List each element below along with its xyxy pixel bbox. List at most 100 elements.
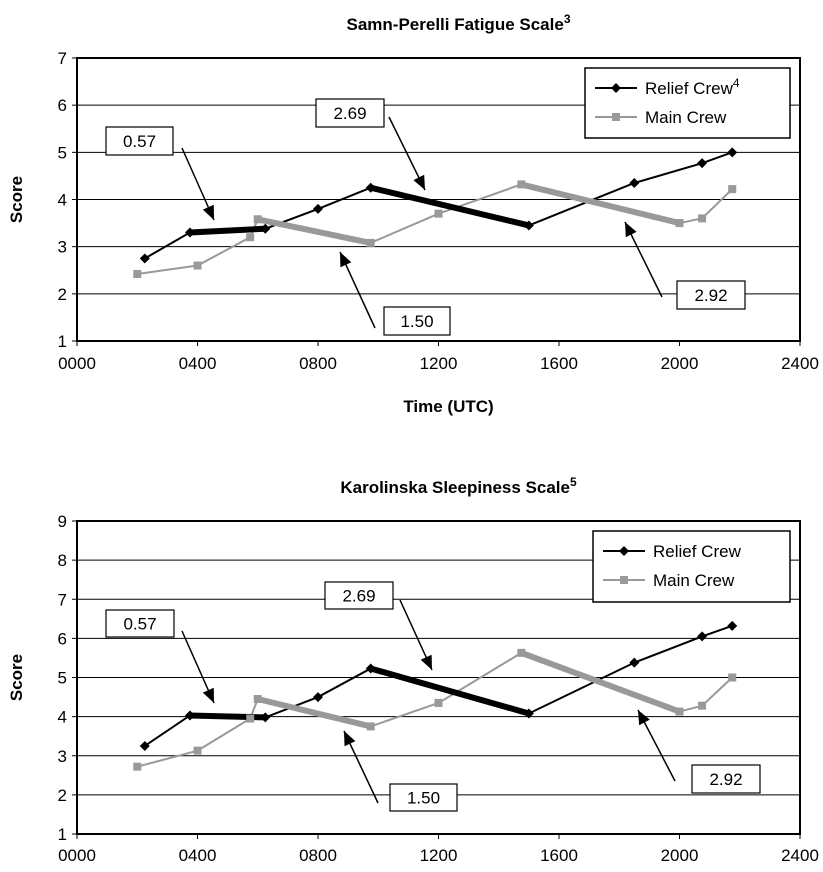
x-tick-label: 0400 <box>179 354 217 373</box>
legend-marker <box>619 546 629 556</box>
callout-box <box>105 609 175 638</box>
callout-box <box>105 126 174 156</box>
y-tick-label: 1 <box>58 332 67 351</box>
legend-label: Main Crew <box>645 108 727 127</box>
y-tick-label: 3 <box>58 747 67 766</box>
y-tick-label: 2 <box>58 786 67 805</box>
callout: 0.57 <box>105 126 215 221</box>
chart-title: Karolinska Sleepiness Scale5 <box>340 475 577 497</box>
highlight-segment <box>520 181 681 226</box>
y-tick-label: 7 <box>58 49 67 68</box>
y-tick-label: 8 <box>58 551 67 570</box>
data-point <box>523 220 534 231</box>
y-tick-label: 1 <box>58 825 67 844</box>
data-point <box>629 177 640 188</box>
data-point <box>698 701 707 710</box>
callout-box <box>315 98 385 128</box>
y-axis-title: Score <box>7 654 26 701</box>
callout-label: 0.57 <box>123 615 156 634</box>
x-tick-label: 1200 <box>420 846 458 865</box>
data-point <box>139 253 150 264</box>
data-point <box>313 692 323 703</box>
x-tick-label: 2400 <box>781 846 819 865</box>
x-tick-label: 0000 <box>58 846 96 865</box>
x-tick-label: 0400 <box>179 846 217 865</box>
data-point <box>366 238 375 247</box>
data-point <box>517 648 526 657</box>
y-tick-label: 4 <box>58 708 67 727</box>
y-tick-label: 7 <box>58 590 67 609</box>
callout: 2.92 <box>637 709 761 794</box>
callout: 1.50 <box>343 730 458 812</box>
x-tick-label: 0800 <box>299 354 337 373</box>
data-point <box>253 215 262 224</box>
highlight-segment <box>257 216 372 246</box>
y-axis-title: Score <box>7 176 26 223</box>
callout: 2.69 <box>315 98 426 191</box>
x-tick-label: 1600 <box>540 354 578 373</box>
data-point <box>517 180 526 189</box>
data-point <box>365 182 376 193</box>
callout-label: 1.50 <box>407 789 440 808</box>
data-point <box>184 227 195 238</box>
legend: Relief Crew4 Main Crew <box>584 67 791 139</box>
arrowhead <box>202 687 214 703</box>
x-axis-title: Time (UTC) <box>403 397 493 416</box>
data-point <box>366 722 375 731</box>
y-tick-label: 5 <box>58 143 67 162</box>
callout: 2.69 <box>324 581 433 671</box>
legend-box <box>584 67 791 139</box>
data-point <box>728 185 737 194</box>
legend-label: Relief Crew4 <box>645 76 740 98</box>
highlight-segment <box>520 650 681 715</box>
x-tick-label: 2000 <box>661 354 699 373</box>
data-point <box>697 158 708 169</box>
x-tick-label: 0800 <box>299 846 337 865</box>
data-point <box>675 219 684 228</box>
data-point <box>698 214 707 223</box>
data-point <box>260 712 271 723</box>
data-point <box>728 673 737 682</box>
legend-marker <box>612 113 620 121</box>
callout: 0.57 <box>105 609 215 704</box>
data-point <box>313 203 323 214</box>
data-point <box>697 631 708 642</box>
data-point <box>523 708 534 719</box>
highlight-segment <box>257 696 372 730</box>
karolinska-chart: Karolinska Sleepiness Scale5 1 2 3 4 5 6 7 8 9 000… <box>7 475 819 865</box>
data-point <box>260 223 271 234</box>
chart-title: Samn-Perelli Fatigue Scale3 <box>347 12 571 34</box>
legend-marker <box>620 576 628 584</box>
y-tick-label: 5 <box>58 669 67 688</box>
data-point <box>133 762 142 771</box>
data-point <box>629 657 640 668</box>
y-tick-label: 9 <box>58 512 67 531</box>
callout-label: 0.57 <box>123 132 156 151</box>
data-point <box>193 746 202 755</box>
callout-box <box>676 280 746 310</box>
data-point <box>133 270 142 279</box>
callout: 2.92 <box>624 221 746 310</box>
callout-label: 2.92 <box>694 286 727 305</box>
samn-perelli-chart: Samn-Perelli Fatigue Scale3 1 2 3 4 5 6 7 0000 04… <box>7 12 819 416</box>
highlight-segment <box>189 225 266 236</box>
x-tick-label: 1200 <box>420 354 458 373</box>
legend-label: Main Crew <box>653 571 735 590</box>
data-point <box>184 710 195 721</box>
callout-box <box>383 306 451 336</box>
callout-box <box>324 581 394 610</box>
callout-box <box>389 783 458 812</box>
data-point <box>193 261 202 270</box>
callout-label: 2.69 <box>342 587 375 606</box>
arrowhead <box>413 174 425 190</box>
data-point <box>139 740 150 751</box>
arrowhead <box>625 222 637 238</box>
legend-label: Relief Crew <box>653 542 742 561</box>
x-tick-label: 1600 <box>540 846 578 865</box>
x-tick-label: 2400 <box>781 354 819 373</box>
arrowhead <box>344 731 356 747</box>
data-point <box>434 698 443 707</box>
legend: Relief Crew Main Crew <box>592 530 791 603</box>
y-tick-label: 6 <box>58 96 67 115</box>
legend-box <box>592 530 791 603</box>
